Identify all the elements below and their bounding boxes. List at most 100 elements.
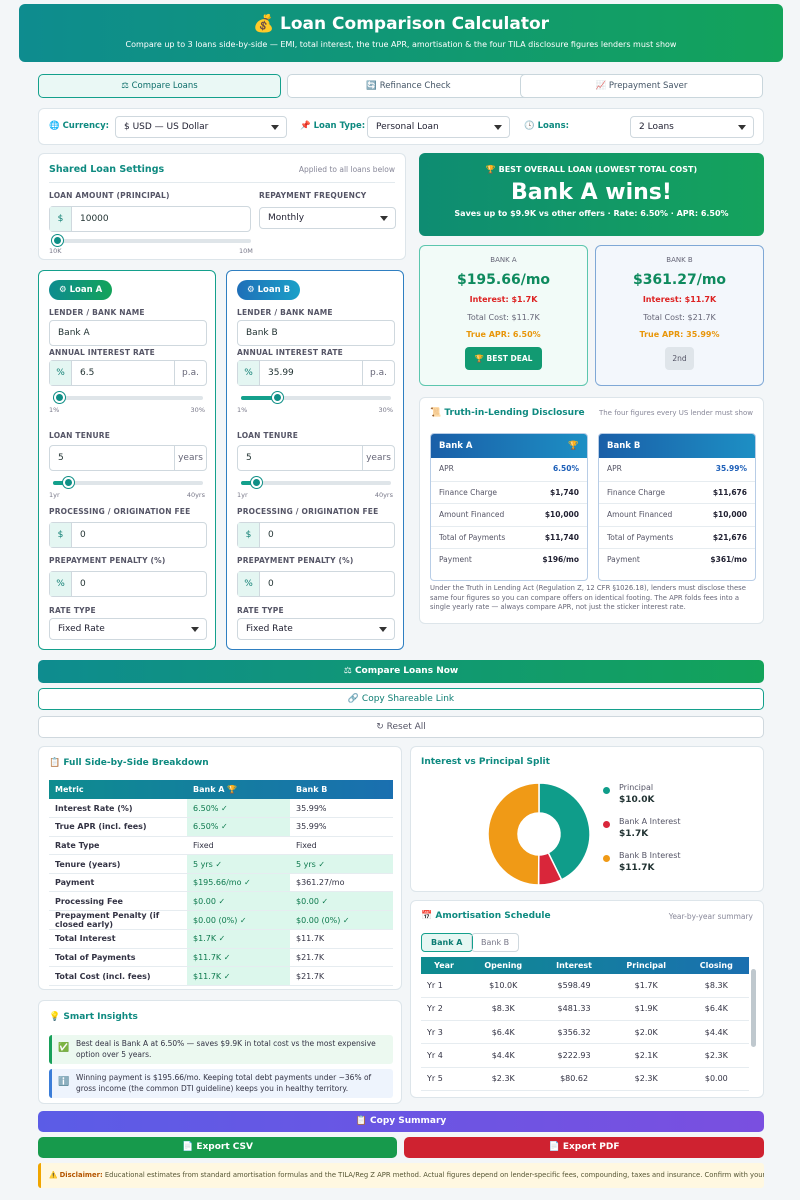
bank-badge: 🏆 BEST DEAL [464, 347, 543, 370]
currency-select[interactable]: $ USD — US Dollar [115, 116, 287, 138]
schedule-cell: Yr 3 [427, 1027, 443, 1037]
tab[interactable]: ⚖ Compare Loans [38, 74, 281, 98]
icon: ⚠️ [49, 1171, 58, 1179]
slider-max: 40yrs [374, 491, 393, 499]
slider[interactable] [241, 477, 391, 488]
tila-row: Total of Payments $11,740 [431, 525, 587, 549]
field-label: RATE TYPE [237, 606, 284, 615]
slider-min: 10K [49, 247, 62, 255]
breakdown-cell: $1.7K ✓ [187, 929, 290, 949]
tab[interactable]: 📈 Prepayment Saver [520, 74, 763, 98]
icon: 📜 [430, 408, 442, 418]
input[interactable]: % 6.5 p.a. [49, 360, 207, 386]
rate-type-select[interactable]: Fixed Rate [237, 618, 395, 640]
tila-card: 📜 Truth-in-Lending Disclosure The four f… [419, 397, 764, 624]
tila-row-value: $21,676 [712, 532, 747, 542]
frequency-select[interactable]: Monthly [259, 207, 396, 229]
breakdown-cell: 6.50% ✓ [187, 799, 290, 818]
schedule-cell: $8.3K [491, 1004, 515, 1014]
tila-row-label: APR [607, 464, 622, 473]
header-cell: Year [434, 961, 454, 970]
pdf-button[interactable]: 📄 Export PDF [404, 1137, 764, 1158]
slider[interactable] [51, 235, 251, 246]
schedule-tab[interactable]: Bank B [471, 933, 520, 952]
suffix: years [362, 446, 394, 470]
tila-row: APR 35.99% [599, 458, 755, 481]
header-cell: Bank B [296, 785, 328, 794]
prefix: % [50, 361, 72, 385]
field-label: ANNUAL INTEREST RATE [49, 348, 155, 357]
tila-row-value: 35.99% [715, 464, 747, 473]
input[interactable]: Bank A [49, 320, 207, 346]
rate-type-select[interactable]: Fixed Rate [49, 618, 207, 640]
breakdown-cell: $0.00 ✓ [187, 891, 290, 911]
card-note: The four figures every US lender must sh… [598, 409, 753, 417]
breakdown-cell: $11.7K ✓ [187, 948, 290, 967]
bank-payment: $361.27/mo [632, 272, 727, 288]
bank-interest: Interest: $11.7K [642, 295, 717, 304]
value: 0 [80, 530, 86, 540]
split-card: Interest vs Principal Split Principal $10… [410, 746, 764, 892]
slider[interactable] [241, 392, 391, 403]
breakdown-card: 📋 Full Side-by-Side Breakdown Metric Bank… [38, 746, 402, 990]
input[interactable]: 5 years [49, 445, 207, 471]
schedule-row: Yr 1 $10.0K $598.49 $1.7K $8.3K [421, 974, 749, 998]
loan-type-select[interactable]: Personal Loan [367, 116, 510, 138]
loan-card: ⚙ Loan B LENDER / BANK NAME Bank B ANNUAL I… [226, 270, 404, 650]
slider[interactable] [53, 477, 203, 488]
breakdown-cell: Processing Fee [55, 896, 123, 906]
slider-max: 30% [190, 406, 205, 414]
tila-row-value: $11,676 [712, 487, 747, 497]
breakdown-cell: Fixed [296, 840, 317, 850]
compare-button[interactable]: ⚖ Compare Loans Now [38, 660, 764, 683]
breakdown-cell: 35.99% [296, 803, 327, 813]
tila-row: Payment $196/mo [431, 548, 587, 571]
card-title: Truth-in-Lending Disclosure [444, 408, 585, 418]
tila-row: Amount Financed $10,000 [431, 503, 587, 526]
amount-input[interactable]: $10000 [49, 206, 251, 232]
input[interactable]: $0 [237, 522, 395, 548]
legend-item: Bank B Interest $11.7K [603, 851, 681, 873]
prefix: $ [238, 523, 260, 547]
input[interactable]: % 35.99 p.a. [237, 360, 395, 386]
label: Loan Type: [313, 121, 366, 131]
winner-banner: 🏆 BEST OVERALL LOAN (LOWEST TOTAL COST) … [419, 153, 764, 236]
tila-row-label: APR [439, 464, 454, 473]
share-button[interactable]: 🔗 Copy Shareable Link [38, 688, 764, 710]
loans-select[interactable]: 2 Loans [630, 116, 754, 138]
schedule-cell: $80.62 [560, 1074, 589, 1084]
schedule-cell: $2.3K [704, 1051, 728, 1061]
slider-max: 10M [239, 247, 253, 255]
breakdown-row: Total of Payments $11.7K ✓ $21.7K [49, 948, 393, 967]
schedule-cell: $598.49 [557, 980, 591, 990]
suffix: p.a. [362, 361, 394, 385]
input[interactable]: $0 [49, 522, 207, 548]
insight-text: Best deal is Bank A at 6.50% — saves $9.… [76, 1039, 376, 1059]
schedule-tab[interactable]: Bank A [421, 933, 473, 952]
card-title: Full Side-by-Side Breakdown [63, 758, 209, 768]
tila-box-header: Bank A 🏆 [431, 434, 587, 458]
breakdown-row: Payment $195.66/mo ✓ $361.27/mo [49, 873, 393, 892]
tila-bank: Bank B [607, 441, 641, 451]
breakdown-row: Prepayment Penalty (if closed early) $0.0… [49, 910, 393, 930]
tila-row-label: Total of Payments [607, 532, 674, 542]
schedule-cell: $8.3K [704, 980, 728, 990]
input[interactable]: % 0 [49, 571, 207, 597]
breakdown-row: True APR (incl. fees) 6.50% ✓ 35.99% [49, 817, 393, 837]
csv-button[interactable]: 📄 Export CSV [38, 1137, 397, 1158]
summary-button[interactable]: 📋 Copy Summary [38, 1111, 764, 1132]
tab[interactable]: 🔄 Refinance Check [287, 74, 530, 98]
input[interactable]: Bank B [237, 320, 395, 346]
breakdown-cell: Total Interest [55, 934, 116, 944]
reset-button[interactable]: ↻ Reset All [38, 716, 764, 738]
table: Year Opening Interest Principal Closing Yr 1 $… [421, 957, 749, 1091]
tila-icon: 🏆 [568, 441, 579, 451]
bank-apr: True APR: 35.99% [639, 330, 720, 339]
tila-row-label: Amount Financed [439, 510, 505, 519]
slider[interactable] [53, 392, 203, 403]
tila-box-header: Bank B [599, 434, 755, 458]
input[interactable]: 5 years [237, 445, 395, 471]
input[interactable]: % 0 [237, 571, 395, 597]
schedule-row: Yr 5 $2.3K $80.62 $2.3K $0.00 [421, 1067, 749, 1091]
bank-card: BANK B $361.27/mo Interest: $11.7K Total Co… [595, 245, 764, 386]
